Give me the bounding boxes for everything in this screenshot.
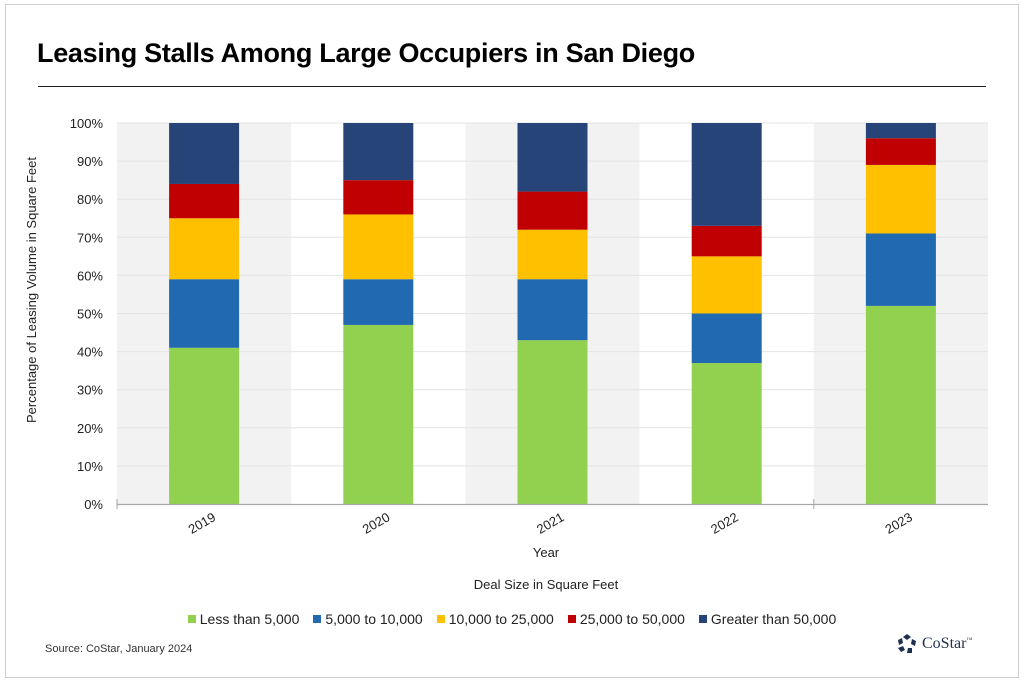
y-tick-label: 70% xyxy=(77,230,103,245)
bar-segment xyxy=(343,214,414,280)
costar-star-icon xyxy=(898,634,916,653)
legend-label: Less than 5,000 xyxy=(199,611,300,627)
bar-segment xyxy=(517,123,588,192)
bar-segment xyxy=(343,324,414,504)
y-axis-label: Percentage of Leasing Volume in Square F… xyxy=(24,157,39,423)
x-tick-label: 2019 xyxy=(186,509,219,536)
legend-label: Greater than 50,000 xyxy=(710,611,837,627)
legend-swatch xyxy=(313,615,322,623)
bar-segment xyxy=(691,225,762,257)
bar-segment xyxy=(865,233,936,306)
bar-segment xyxy=(691,363,762,504)
legend-item: Less than 5,000 xyxy=(187,611,300,627)
bar-segment xyxy=(517,340,588,504)
y-tick-label: 80% xyxy=(77,192,103,207)
legend-title: Deal Size in Square Feet xyxy=(474,577,619,592)
bar-segment xyxy=(691,256,762,314)
bar-segment xyxy=(169,279,240,348)
x-axis-label: Year xyxy=(533,545,560,560)
title-divider xyxy=(38,86,986,87)
y-tick-label: 40% xyxy=(77,345,103,360)
y-tick-label: 100% xyxy=(70,116,104,131)
y-tick-label: 50% xyxy=(77,307,103,322)
x-tick-label: 2022 xyxy=(708,509,741,536)
bar-segment xyxy=(865,138,936,165)
bar-segment xyxy=(169,183,240,219)
chart-frame xyxy=(5,4,1019,678)
legend-item: Greater than 50,000 xyxy=(698,611,837,627)
y-tick-label: 20% xyxy=(77,421,103,436)
bar-segment xyxy=(517,279,588,341)
legend-label: 5,000 to 10,000 xyxy=(325,611,423,627)
x-tick-label: 2023 xyxy=(882,509,915,536)
logo-text: CoStar™ xyxy=(922,635,973,652)
bar-segment xyxy=(865,123,936,139)
bars xyxy=(169,123,936,504)
legend-swatch xyxy=(698,615,707,623)
y-tick-label: 60% xyxy=(77,268,103,283)
costar-logo: CoStar™ xyxy=(896,633,972,655)
bar-segment xyxy=(691,313,762,364)
x-tick-label: 2021 xyxy=(534,509,567,536)
bar-segment xyxy=(343,279,414,325)
bar-segment xyxy=(169,123,240,184)
y-tick-label: 30% xyxy=(77,383,103,398)
x-tick-label: 2020 xyxy=(360,509,393,536)
bar-segment xyxy=(865,164,936,234)
y-tick-label: 10% xyxy=(77,459,103,474)
source-note: Source: CoStar, January 2024 xyxy=(45,643,193,655)
legend-item: 5,000 to 10,000 xyxy=(313,611,423,627)
bar-segment xyxy=(169,347,240,504)
legend-label: 25,000 to 50,000 xyxy=(579,611,685,627)
y-tick-label: 0% xyxy=(84,497,103,512)
bar-segment xyxy=(343,180,414,215)
legend-swatch xyxy=(567,615,576,623)
legend-swatch xyxy=(187,615,196,623)
legend: Less than 5,000 5,000 to 10,000 10,000 to … xyxy=(0,611,1024,627)
legend-swatch xyxy=(436,615,445,623)
bar-segment xyxy=(865,305,936,504)
legend-item: 25,000 to 50,000 xyxy=(567,611,685,627)
y-tick-label: 90% xyxy=(77,154,103,169)
bar-segment xyxy=(517,191,588,230)
chart-title: Leasing Stalls Among Large Occupiers in … xyxy=(37,38,695,68)
bar-segment xyxy=(169,218,240,280)
legend-item: 10,000 to 25,000 xyxy=(436,611,554,627)
bar-segment xyxy=(343,123,414,181)
bar-segment xyxy=(691,123,762,226)
bar-segment xyxy=(517,229,588,280)
legend-label: 10,000 to 25,000 xyxy=(448,611,554,627)
